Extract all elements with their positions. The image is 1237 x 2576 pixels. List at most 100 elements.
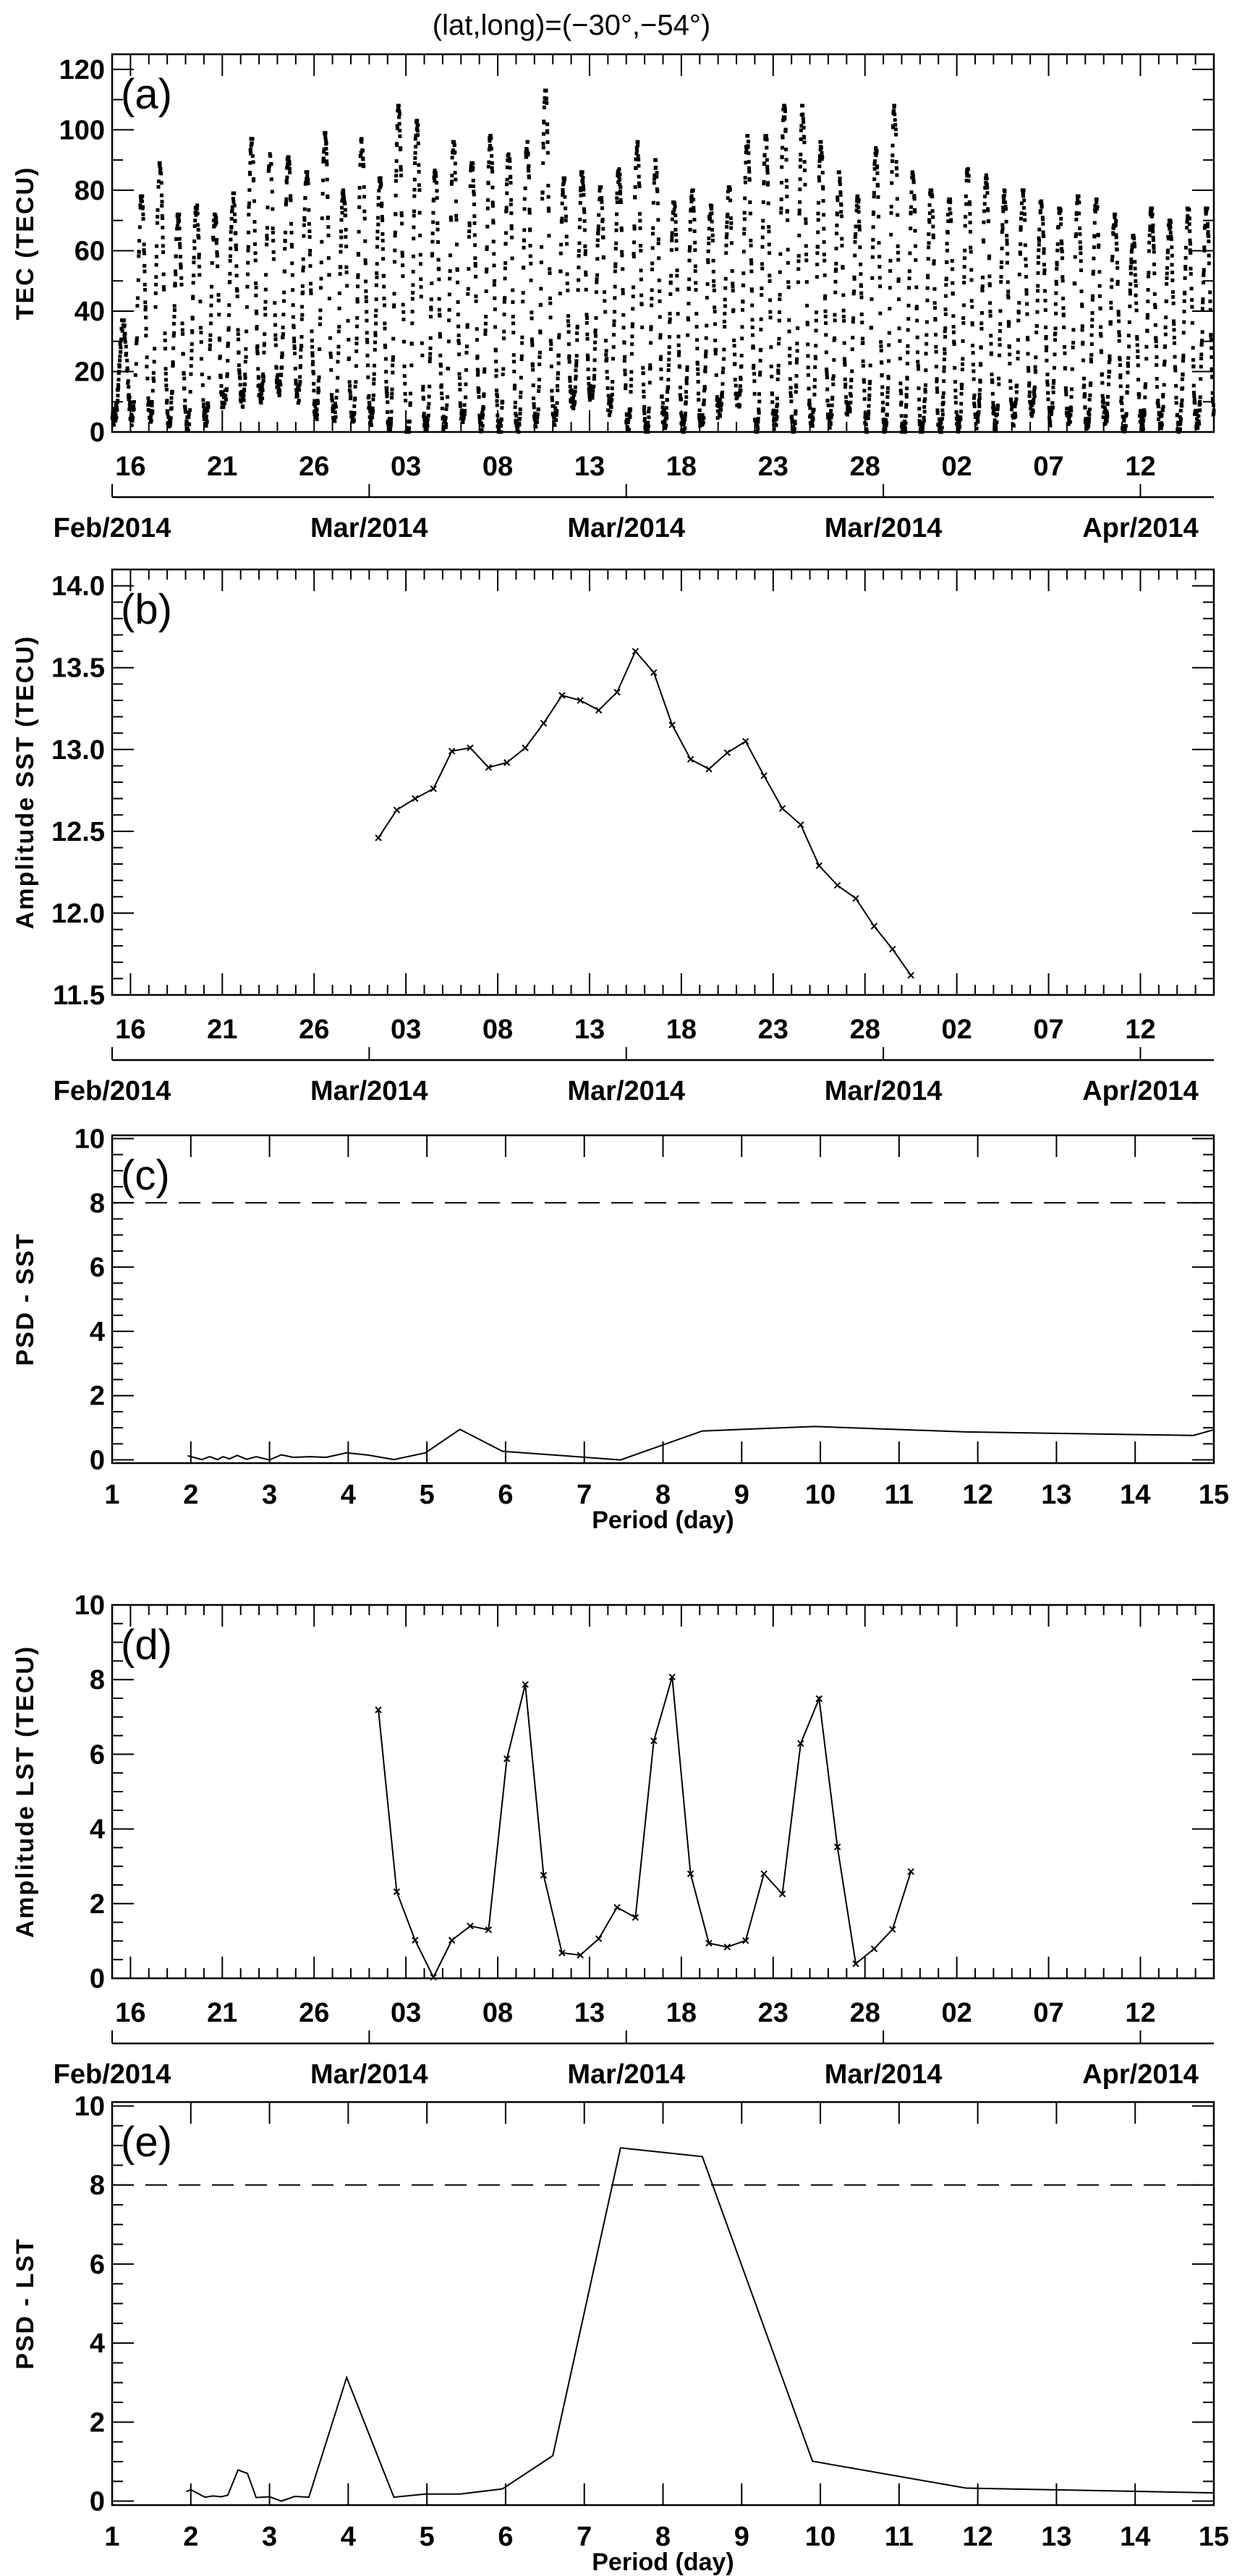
tec-point bbox=[1045, 379, 1050, 384]
tec-point bbox=[418, 262, 422, 266]
tec-point bbox=[980, 284, 985, 289]
tec-point bbox=[333, 410, 337, 415]
tec-point bbox=[760, 266, 765, 271]
tec-point bbox=[1054, 291, 1058, 295]
tec-point bbox=[1126, 384, 1130, 389]
tec-point bbox=[593, 330, 598, 334]
tec-point bbox=[1044, 335, 1048, 339]
tec-point bbox=[935, 408, 940, 412]
tec-point bbox=[1133, 266, 1137, 271]
tec-point bbox=[328, 355, 333, 359]
tec-point bbox=[911, 178, 916, 182]
x-tick-label: 26 bbox=[299, 452, 329, 482]
tec-point bbox=[116, 399, 120, 403]
tec-point bbox=[503, 266, 507, 271]
tec-point bbox=[995, 407, 1000, 411]
tec-point bbox=[829, 409, 833, 413]
tec-point bbox=[775, 402, 780, 407]
tec-point bbox=[803, 182, 807, 187]
tec-point bbox=[527, 208, 532, 212]
tec-point bbox=[859, 272, 863, 276]
tec-point bbox=[399, 213, 404, 218]
tec-point bbox=[976, 412, 980, 417]
x-tick-label: 18 bbox=[666, 1014, 697, 1045]
series-line bbox=[378, 650, 912, 976]
tec-point bbox=[400, 254, 404, 258]
tec-point bbox=[624, 386, 628, 391]
tec-point bbox=[1038, 208, 1042, 213]
tec-point bbox=[804, 244, 808, 248]
tec-point bbox=[914, 244, 918, 248]
tec-point bbox=[249, 143, 253, 148]
month-label: Mar/2014 bbox=[825, 513, 943, 543]
tec-point bbox=[693, 264, 697, 268]
tec-point bbox=[141, 212, 145, 216]
tec-point bbox=[702, 416, 706, 420]
month-label: Feb/2014 bbox=[54, 2059, 171, 2090]
tec-point bbox=[1178, 415, 1182, 419]
tec-point bbox=[1082, 394, 1087, 399]
tec-point bbox=[1069, 395, 1074, 399]
tec-point bbox=[984, 173, 988, 177]
tec-point bbox=[724, 243, 728, 247]
tec-point bbox=[1115, 260, 1119, 265]
tec-point bbox=[1187, 222, 1191, 226]
tec-point bbox=[698, 423, 702, 428]
tec-point bbox=[1089, 352, 1094, 357]
tec-point bbox=[618, 182, 622, 187]
tec-point bbox=[490, 204, 495, 208]
tec-point bbox=[738, 384, 742, 389]
tec-point bbox=[843, 385, 847, 389]
tec-point bbox=[868, 379, 872, 384]
tec-point bbox=[749, 269, 754, 274]
tec-point bbox=[565, 242, 569, 246]
tec-point bbox=[626, 418, 631, 422]
tec-point bbox=[1196, 419, 1201, 423]
tec-point bbox=[500, 406, 504, 410]
tec-point bbox=[147, 399, 151, 404]
tec-point bbox=[158, 169, 163, 173]
tec-point bbox=[289, 221, 293, 226]
tec-point bbox=[926, 257, 930, 261]
tec-point bbox=[707, 226, 711, 231]
tec-point bbox=[879, 344, 883, 349]
tec-point bbox=[197, 264, 202, 268]
tec-point bbox=[778, 292, 782, 297]
tec-point bbox=[404, 399, 408, 403]
tec-point bbox=[1013, 404, 1017, 409]
tec-point bbox=[331, 409, 335, 413]
tec-point bbox=[695, 362, 700, 366]
tec-point bbox=[786, 280, 791, 284]
tec-point bbox=[494, 388, 498, 392]
tec-point bbox=[1081, 358, 1085, 363]
tec-point bbox=[819, 145, 823, 150]
tec-point bbox=[492, 252, 496, 256]
tec-point bbox=[1129, 257, 1134, 261]
tec-point bbox=[483, 370, 487, 374]
tec-point bbox=[1035, 289, 1040, 293]
x-tick-label: 08 bbox=[483, 1014, 513, 1045]
tec-point bbox=[686, 318, 690, 322]
tec-point bbox=[650, 267, 654, 271]
tec-point bbox=[1040, 203, 1044, 208]
tec-point bbox=[610, 386, 614, 391]
tec-point bbox=[815, 251, 820, 255]
tec-point bbox=[1193, 401, 1197, 405]
tec-point bbox=[1006, 295, 1011, 300]
tec-point bbox=[309, 291, 313, 295]
tec-point bbox=[595, 280, 599, 284]
tec-point bbox=[1032, 390, 1036, 394]
tec-point bbox=[437, 277, 441, 281]
tec-point bbox=[715, 416, 720, 420]
data-point bbox=[668, 721, 676, 729]
tec-point bbox=[485, 206, 490, 211]
tec-point bbox=[707, 236, 711, 240]
tec-point bbox=[1074, 232, 1079, 237]
tec-point bbox=[1165, 281, 1169, 286]
tec-point bbox=[431, 220, 435, 224]
month-label: Mar/2014 bbox=[310, 2059, 428, 2090]
tec-point bbox=[178, 255, 182, 259]
tec-point bbox=[553, 423, 557, 427]
tec-point bbox=[821, 199, 825, 203]
x-tick-label: 13 bbox=[1041, 1480, 1071, 1510]
